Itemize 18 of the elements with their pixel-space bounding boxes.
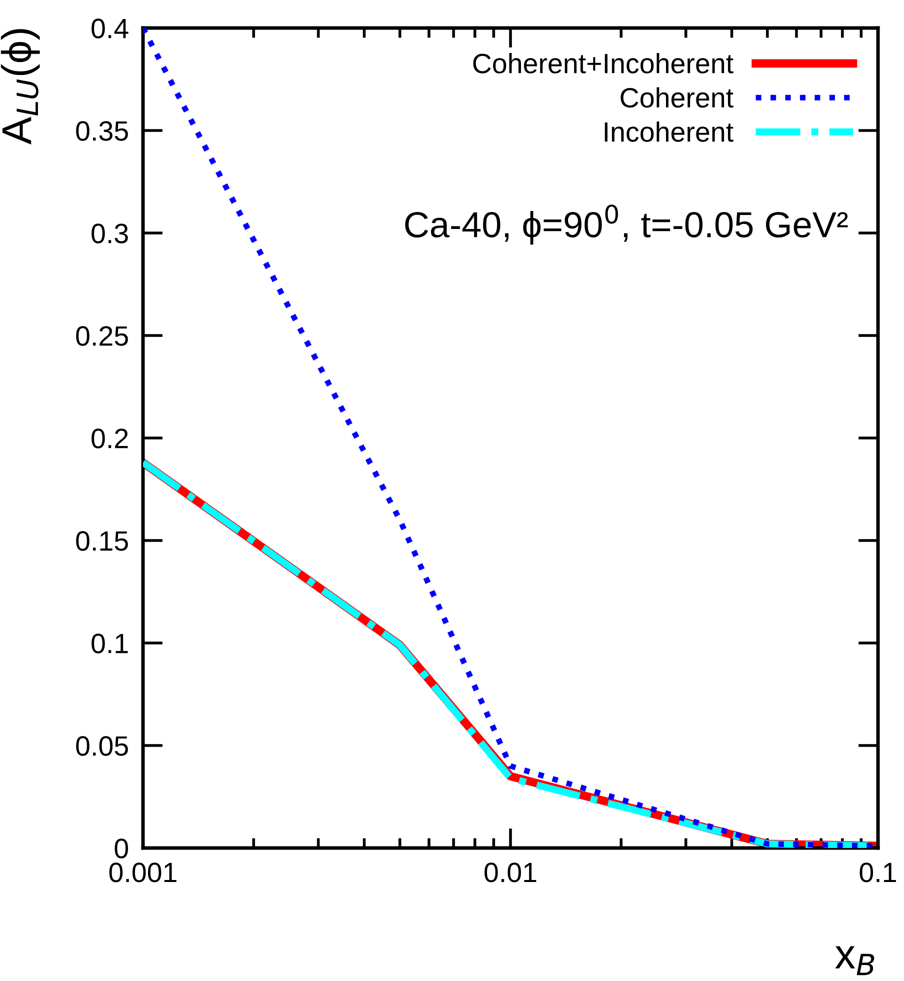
- y-tick-label: 0.3: [92, 224, 128, 244]
- y-tick-label: 0.15: [76, 531, 128, 551]
- y-tick-label: 0: [114, 838, 128, 858]
- legend-label: Coherent+Incoherent: [473, 53, 734, 74]
- y-axis-title: A$_{LU}$(ϕ): [0, 29, 40, 144]
- x-tick-label: 0.01: [484, 862, 536, 882]
- y-tick-label: 0.05: [76, 736, 128, 756]
- legend-label: Incoherent: [604, 121, 734, 142]
- legend-label: Coherent: [620, 87, 734, 108]
- x-tick-label: 0.1: [860, 862, 896, 882]
- y-tick-label: 0.2: [92, 428, 128, 448]
- annotation: Ca-40, ϕ=90$^{0}$, t=-0.05 GeV²: [405, 204, 848, 245]
- x-tick-label: 0.001: [109, 862, 176, 882]
- x-axis-title: x$_{B}$: [835, 946, 874, 976]
- y-tick-label: 0.35: [76, 121, 128, 141]
- y-tick-label: 0.1: [92, 634, 128, 654]
- y-tick-label: 0.4: [92, 18, 128, 38]
- y-tick-label: 0.25: [76, 326, 128, 346]
